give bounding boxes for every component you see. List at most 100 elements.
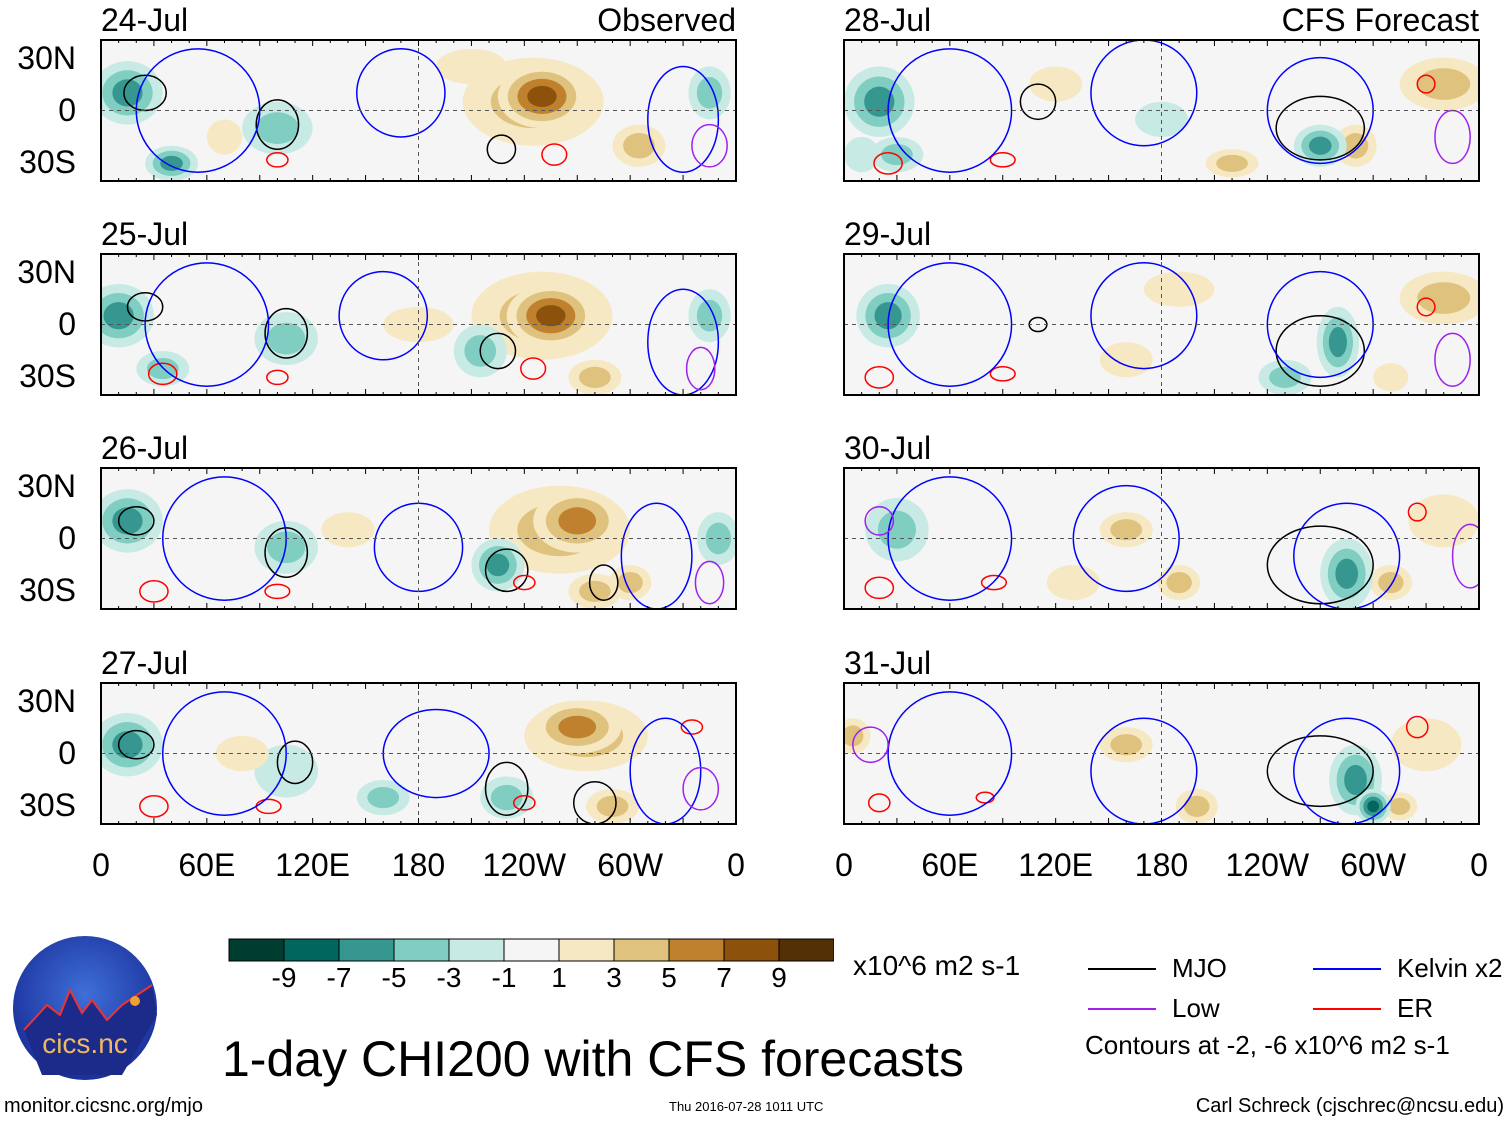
colorbar-bin [723,938,780,962]
anomaly-shading [1367,800,1380,813]
author-credit: Carl Schreck (cjschrec@ncsu.edu) [1195,1095,1504,1117]
map-panel [100,39,737,182]
mjo-contour [123,74,168,112]
lat-label: 30N [17,683,76,719]
lat-label: 0 [58,306,76,342]
lon-label: 0 [1470,847,1488,883]
anomaly-shading [1390,718,1462,772]
er-contour [1416,297,1436,317]
legend-item: ER [1313,993,1433,1024]
anomaly-shading [103,302,134,330]
anomaly-shading [206,119,243,155]
lat-label: 30S [19,358,76,394]
map-panel [100,253,737,396]
kelvin-contour [887,476,1013,601]
chart-title: 1-day CHI200 with CFS forecasts [222,1031,964,1087]
mjo-contour [276,740,314,785]
kelvin-contour [887,262,1013,387]
colorbar-bin [613,938,670,962]
anomaly-shading [1335,558,1359,589]
lat-label: 30S [19,144,76,180]
low-contour [1451,523,1480,589]
lon-label: 60E [921,847,979,883]
lon-label: 120W [1225,847,1310,883]
colorbar-tick: 3 [606,962,622,993]
anomaly-shading [1389,797,1411,815]
anomaly-shading [1417,68,1471,100]
map-panel [843,467,1480,610]
colorbar-bin [228,938,285,962]
anomaly-shading [112,79,143,107]
colorbar-tick: -9 [271,962,297,993]
er-contour [139,580,169,603]
kelvin-contour [647,65,720,173]
kelvin-contour [1072,484,1180,593]
lat-label: 30N [17,468,76,504]
mjo-contour [484,761,529,816]
low-contour [1434,332,1471,387]
colorbar-tick: 7 [716,962,732,993]
panel-date: 31-Jul [844,645,932,681]
low-contour [864,506,895,536]
colorbar-tick: 1 [551,962,567,993]
legend-label: MJO [1172,953,1227,983]
er-contour [139,795,169,818]
anomaly-shading [367,786,400,809]
map-panel [100,682,737,825]
anomaly-shading [1110,734,1143,756]
lon-label: 180 [1134,847,1189,883]
legend-item: Kelvin x2 [1313,953,1503,984]
anomaly-shading [527,85,557,107]
colorbar-tick: -7 [326,962,352,993]
er-contour [873,152,903,175]
legend-line-low [1088,1007,1156,1010]
mjo-contour [255,99,300,151]
er-contour [680,719,704,735]
lon-label: 60E [178,847,236,883]
low-contour [852,726,889,764]
er-contour [541,143,568,166]
colorbar-tick: -3 [436,962,462,993]
anomaly-shading [1166,571,1192,594]
anomaly-shading [1308,136,1332,155]
anomaly-shading [215,735,269,772]
er-contour [1407,502,1427,522]
lon-label: 0 [835,847,853,883]
anomaly-shading [1417,282,1471,314]
lat-label: 0 [58,92,76,128]
anomaly-shading [383,306,454,343]
mjo-contour [1275,95,1366,161]
lat-label: 0 [58,735,76,771]
lat-label: 30S [19,787,76,823]
source-url[interactable]: monitor.cicsnc.org/mjo [4,1095,203,1117]
legend-label: Low [1172,993,1220,1023]
lat-label: 0 [58,520,76,556]
map-panel [843,39,1480,182]
er-contour [1416,74,1436,94]
colorbar [228,938,834,962]
er-contour [266,369,289,386]
lon-label: 60W [1340,847,1407,883]
colorbar-bin [338,938,395,962]
contour-note: Contours at -2, -6 x10^6 m2 s-1 [1085,1030,1450,1060]
units-label: x10^6 m2 s-1 [853,950,1021,981]
map-panel [843,253,1480,396]
mjo-contour [117,729,155,760]
panel-date: 27-Jul [101,645,189,681]
mjo-contour [486,134,517,165]
mjo-contour [1275,314,1366,387]
lat-label: 30S [19,572,76,608]
colorbar-bin [448,938,505,962]
low-contour [682,766,720,811]
mjo-contour [264,307,309,359]
anomaly-shading [486,553,510,577]
anomaly-shading [1184,795,1210,817]
anomaly-shading [321,512,375,548]
anomaly-shading [1099,342,1153,378]
er-contour [980,574,1008,591]
colorbar-tick: -5 [381,962,407,993]
map-panel [100,467,737,610]
panel-tag: Observed [597,2,736,38]
panel-date: 28-Jul [844,2,932,38]
low-contour [694,560,725,605]
